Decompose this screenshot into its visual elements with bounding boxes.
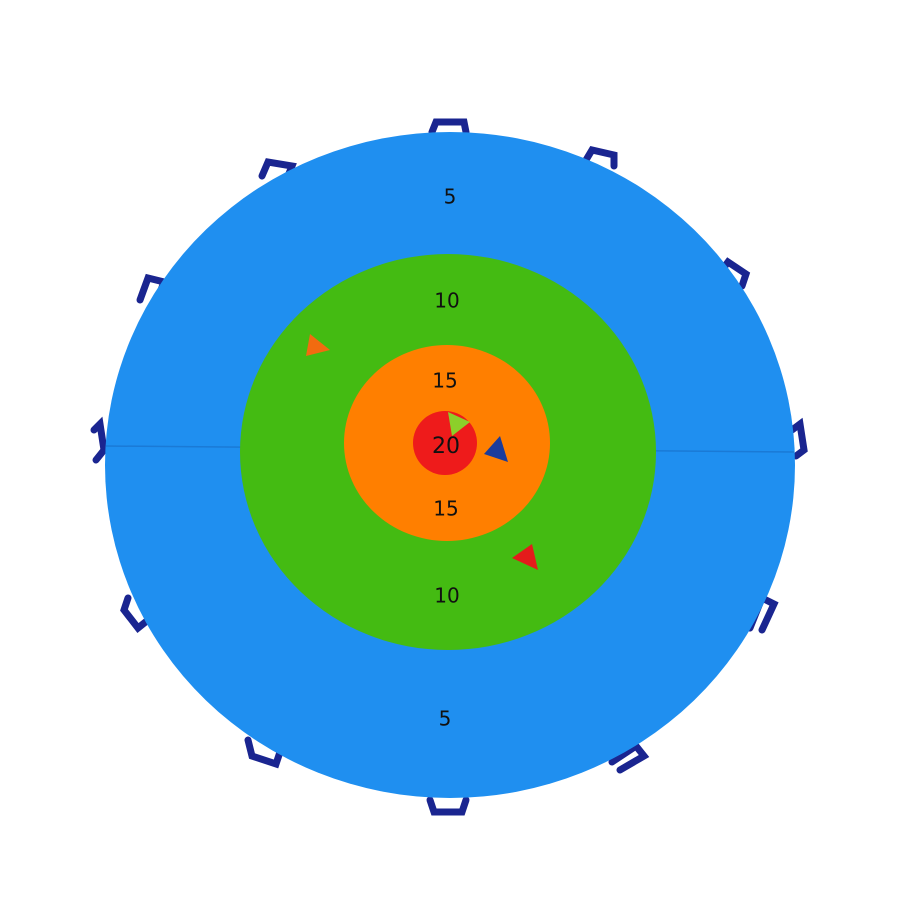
ring-label: 10	[434, 584, 459, 608]
ring-label: 15	[432, 369, 457, 393]
ring-label: 10	[434, 289, 459, 313]
ring-label: 15	[433, 497, 458, 521]
ring-label: 5	[444, 185, 457, 209]
ring-label: 5	[439, 707, 452, 731]
bean-bags	[306, 334, 538, 570]
center-label: 20	[432, 434, 460, 459]
